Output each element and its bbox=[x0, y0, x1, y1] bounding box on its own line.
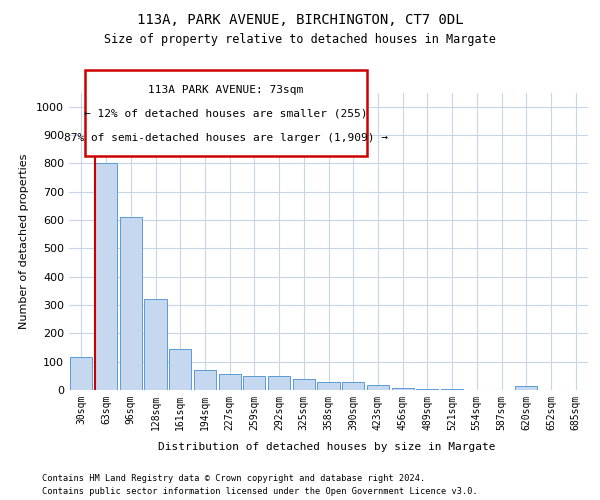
Text: Contains HM Land Registry data © Crown copyright and database right 2024.: Contains HM Land Registry data © Crown c… bbox=[42, 474, 425, 483]
Bar bbox=[515, 386, 538, 390]
Bar bbox=[194, 370, 216, 390]
Bar bbox=[145, 300, 167, 390]
Bar bbox=[243, 376, 265, 390]
Bar bbox=[293, 379, 315, 390]
Bar bbox=[95, 164, 117, 390]
Text: Contains public sector information licensed under the Open Government Licence v3: Contains public sector information licen… bbox=[42, 488, 478, 496]
Bar bbox=[119, 217, 142, 390]
Y-axis label: Number of detached properties: Number of detached properties bbox=[19, 154, 29, 329]
Text: 113A PARK AVENUE: 73sqm: 113A PARK AVENUE: 73sqm bbox=[148, 85, 304, 95]
Bar bbox=[342, 382, 364, 390]
FancyBboxPatch shape bbox=[85, 70, 367, 156]
Bar bbox=[218, 374, 241, 390]
Text: ← 12% of detached houses are smaller (255): ← 12% of detached houses are smaller (25… bbox=[84, 109, 368, 119]
Text: 113A, PARK AVENUE, BIRCHINGTON, CT7 0DL: 113A, PARK AVENUE, BIRCHINGTON, CT7 0DL bbox=[137, 12, 463, 26]
Bar bbox=[367, 385, 389, 390]
Bar bbox=[70, 358, 92, 390]
Bar bbox=[169, 349, 191, 390]
Text: Size of property relative to detached houses in Margate: Size of property relative to detached ho… bbox=[104, 32, 496, 46]
Bar bbox=[268, 376, 290, 390]
Text: 87% of semi-detached houses are larger (1,909) →: 87% of semi-detached houses are larger (… bbox=[64, 132, 388, 142]
Bar bbox=[416, 389, 439, 390]
Bar bbox=[317, 382, 340, 390]
Bar bbox=[392, 388, 414, 390]
Text: Distribution of detached houses by size in Margate: Distribution of detached houses by size … bbox=[158, 442, 496, 452]
